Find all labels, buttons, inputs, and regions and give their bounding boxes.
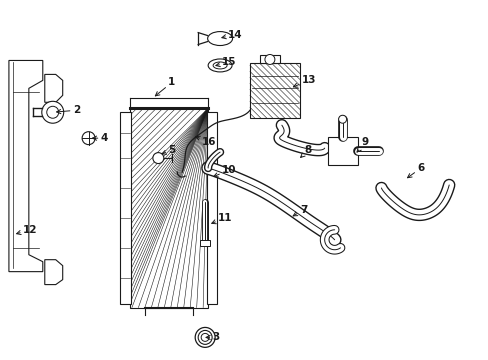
Circle shape xyxy=(198,330,212,345)
Ellipse shape xyxy=(213,62,226,69)
Bar xyxy=(260,55,279,63)
Bar xyxy=(200,240,210,246)
Text: 5: 5 xyxy=(162,145,175,155)
Text: 7: 7 xyxy=(293,205,306,216)
Bar xyxy=(249,63,299,118)
Bar xyxy=(130,108,208,307)
Text: 6: 6 xyxy=(407,163,424,178)
Circle shape xyxy=(82,132,95,145)
Polygon shape xyxy=(45,260,62,285)
Circle shape xyxy=(41,101,63,123)
Text: 2: 2 xyxy=(57,105,80,115)
Text: 13: 13 xyxy=(293,75,316,87)
Circle shape xyxy=(338,115,346,123)
Text: 1: 1 xyxy=(155,77,175,96)
Circle shape xyxy=(195,328,215,347)
Text: 3: 3 xyxy=(205,332,219,342)
Bar xyxy=(207,112,217,303)
Text: 11: 11 xyxy=(211,213,232,224)
Bar xyxy=(327,137,357,165)
Text: 15: 15 xyxy=(215,58,236,67)
Bar xyxy=(120,112,131,303)
Ellipse shape xyxy=(207,32,232,45)
Circle shape xyxy=(201,333,209,341)
Text: 14: 14 xyxy=(222,30,242,40)
Text: 4: 4 xyxy=(92,133,108,143)
Polygon shape xyxy=(45,75,62,102)
Polygon shape xyxy=(9,60,42,272)
Ellipse shape xyxy=(208,59,232,72)
Circle shape xyxy=(153,153,163,163)
Text: 9: 9 xyxy=(356,137,368,152)
Text: 10: 10 xyxy=(213,165,236,177)
Circle shape xyxy=(47,106,59,118)
Text: 12: 12 xyxy=(17,225,37,235)
Circle shape xyxy=(264,54,274,64)
Text: 16: 16 xyxy=(195,136,216,147)
Text: 8: 8 xyxy=(300,145,311,157)
